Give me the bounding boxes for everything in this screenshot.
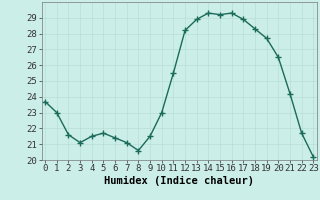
X-axis label: Humidex (Indice chaleur): Humidex (Indice chaleur) [104, 176, 254, 186]
